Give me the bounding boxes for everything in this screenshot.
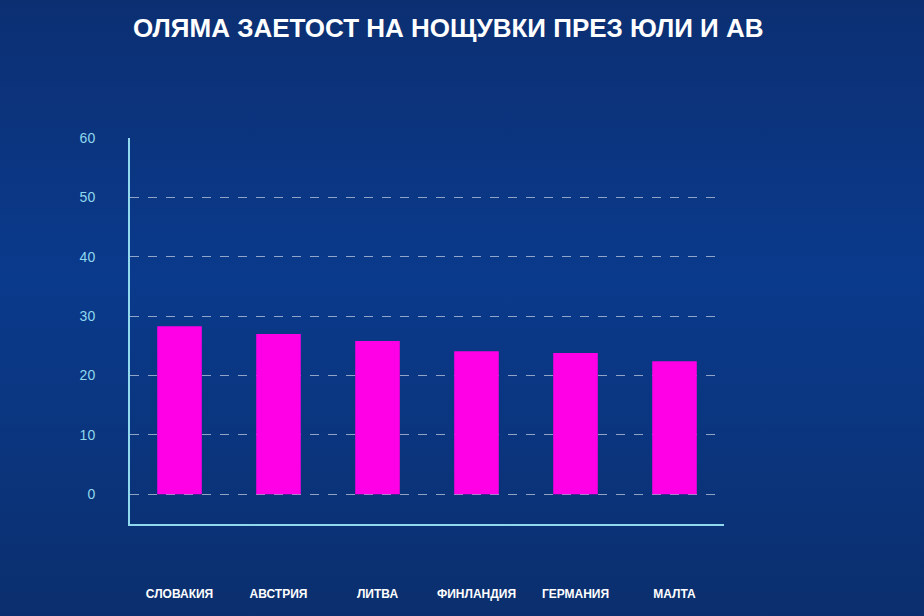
svg-text:СЛОВАКИЯ: СЛОВАКИЯ	[146, 587, 213, 601]
svg-text:40: 40	[80, 249, 96, 265]
svg-text:50: 50	[80, 189, 96, 205]
svg-text:0: 0	[87, 486, 95, 502]
svg-text:ФИНЛАНДИЯ: ФИНЛАНДИЯ	[437, 587, 516, 601]
svg-text:30: 30	[80, 308, 96, 324]
svg-text:МАЛТА: МАЛТА	[653, 587, 696, 601]
svg-text:60: 60	[80, 130, 96, 146]
svg-text:ГЕРМАНИЯ: ГЕРМАНИЯ	[542, 587, 609, 601]
svg-text:20: 20	[80, 367, 96, 383]
svg-text:ЛИТВА: ЛИТВА	[357, 587, 398, 601]
svg-text:ОЛЯМА ЗАЕТОСТ НА НОЩУВКИ ПРЕЗ: ОЛЯМА ЗАЕТОСТ НА НОЩУВКИ ПРЕЗ ЮЛИ И АВ	[133, 13, 764, 43]
svg-text:АВСТРИЯ: АВСТРИЯ	[250, 587, 308, 601]
svg-text:10: 10	[80, 427, 96, 443]
